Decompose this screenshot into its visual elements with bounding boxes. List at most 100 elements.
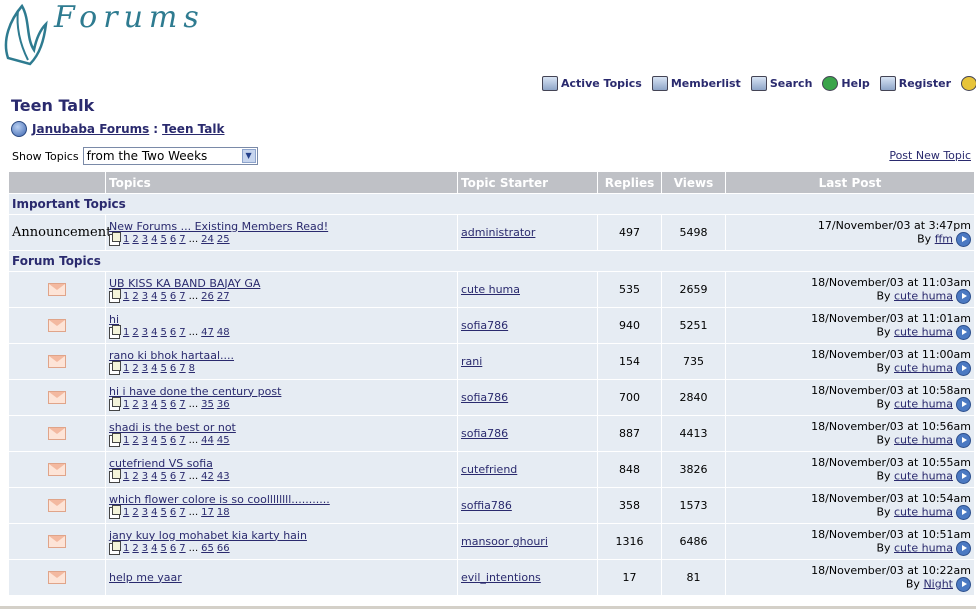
last-post-user-link[interactable]: cute huma xyxy=(894,397,953,410)
page-link[interactable]: 25 xyxy=(216,234,230,245)
page-link[interactable]: 4 xyxy=(151,471,158,482)
nav-item-help[interactable]: Help xyxy=(822,75,870,91)
page-link[interactable]: 7 xyxy=(179,327,186,338)
page-link[interactable]: 3 xyxy=(141,435,149,446)
topic-title-link[interactable]: hi i have done the century post xyxy=(109,384,282,398)
topic-starter-link[interactable]: cutefriend xyxy=(461,463,518,476)
page-link[interactable]: 3 xyxy=(141,399,149,410)
page-link[interactable]: 6 xyxy=(169,471,177,482)
page-link[interactable]: 48 xyxy=(216,327,230,338)
page-link[interactable]: 1 xyxy=(123,234,130,245)
page-link[interactable]: 24 xyxy=(201,234,214,245)
page-link[interactable]: 2 xyxy=(132,543,139,554)
page-link[interactable]: 36 xyxy=(216,399,230,410)
page-link[interactable]: 7 xyxy=(179,234,186,245)
page-link[interactable]: 3 xyxy=(141,327,149,338)
page-link[interactable]: 35 xyxy=(201,399,214,410)
last-post-user-link[interactable]: cute huma xyxy=(894,505,953,518)
go-to-last-post-icon[interactable] xyxy=(956,324,971,340)
page-link[interactable]: 3 xyxy=(141,291,149,302)
page-link[interactable]: 1 xyxy=(123,435,130,446)
page-link[interactable]: 5 xyxy=(160,234,167,245)
topic-starter-link[interactable]: sofia786 xyxy=(461,319,509,332)
topic-starter-link[interactable]: sofia786 xyxy=(461,391,509,404)
topic-title-link[interactable]: cutefriend VS sofia xyxy=(109,456,213,470)
page-link[interactable]: 6 xyxy=(169,399,177,410)
topic-starter-link[interactable]: mansoor ghouri xyxy=(461,535,548,548)
page-link[interactable]: 1 xyxy=(123,471,130,482)
topic-title-link[interactable]: which flower colore is so coollllllll...… xyxy=(109,492,330,506)
page-link[interactable]: 4 xyxy=(151,543,158,554)
nav-item-register[interactable]: Register xyxy=(879,75,951,91)
chevron-down-icon[interactable]: ▼ xyxy=(241,149,256,163)
page-link[interactable]: 5 xyxy=(160,363,167,374)
page-link[interactable]: 18 xyxy=(216,507,230,518)
page-link[interactable]: 3 xyxy=(141,543,149,554)
page-link[interactable]: 45 xyxy=(216,435,230,446)
page-link[interactable]: 4 xyxy=(151,435,158,446)
go-to-last-post-icon[interactable] xyxy=(956,540,971,556)
page-link[interactable]: 17 xyxy=(201,507,214,518)
page-link[interactable]: 47 xyxy=(201,327,214,338)
page-link[interactable]: 5 xyxy=(160,543,167,554)
last-post-user-link[interactable]: Night xyxy=(923,577,953,590)
page-link[interactable]: 3 xyxy=(141,234,149,245)
page-link[interactable]: 4 xyxy=(151,327,158,338)
page-link[interactable]: 2 xyxy=(132,435,139,446)
topic-title-link[interactable]: jany kuy log mohabet kia karty hain xyxy=(109,528,307,542)
page-link[interactable]: 2 xyxy=(132,471,139,482)
page-link[interactable]: 1 xyxy=(123,327,130,338)
page-link[interactable]: 2 xyxy=(132,399,139,410)
page-link[interactable]: 2 xyxy=(132,327,139,338)
page-link[interactable]: 4 xyxy=(151,507,158,518)
go-to-last-post-icon[interactable] xyxy=(956,288,971,304)
page-link[interactable]: 1 xyxy=(123,507,130,518)
page-link[interactable]: 7 xyxy=(179,543,186,554)
go-to-last-post-icon[interactable] xyxy=(956,504,971,520)
last-post-user-link[interactable]: cute huma xyxy=(894,361,953,374)
page-link[interactable]: 6 xyxy=(169,327,177,338)
show-topics-select[interactable]: from the Two Weeks ▼ xyxy=(82,147,258,165)
page-link[interactable]: 26 xyxy=(201,291,214,302)
topic-title-link[interactable]: hi xyxy=(109,312,120,326)
topic-starter-link[interactable]: rani xyxy=(461,355,483,368)
page-link[interactable]: 27 xyxy=(216,291,230,302)
go-to-last-post-icon[interactable] xyxy=(956,231,971,247)
topic-starter-link[interactable]: sofia786 xyxy=(461,427,509,440)
page-link[interactable]: 1 xyxy=(123,363,130,374)
go-to-last-post-icon[interactable] xyxy=(956,576,971,592)
last-post-user-link[interactable]: cute huma xyxy=(894,433,953,446)
page-link[interactable]: 2 xyxy=(132,234,139,245)
page-link[interactable]: 1 xyxy=(123,291,130,302)
topic-title-link[interactable]: help me yaar xyxy=(109,570,182,584)
page-link[interactable]: 42 xyxy=(201,471,214,482)
announcement-title-link[interactable]: New Forums ... Existing Members Read! xyxy=(109,219,329,233)
page-link[interactable]: 7 xyxy=(179,399,186,410)
page-link[interactable]: 43 xyxy=(216,471,230,482)
page-link[interactable]: 2 xyxy=(132,507,139,518)
page-link[interactable]: 5 xyxy=(160,399,167,410)
breadcrumb-current-link[interactable]: Teen Talk xyxy=(162,122,225,136)
page-link[interactable]: 6 xyxy=(169,234,177,245)
go-to-last-post-icon[interactable] xyxy=(956,396,971,412)
nav-item-logi[interactable]: Logi xyxy=(961,75,976,91)
topic-title-link[interactable]: rano ki bhok hartaal.... xyxy=(109,348,235,362)
page-link[interactable]: 5 xyxy=(160,327,167,338)
nav-item-active-topics[interactable]: Active Topics xyxy=(542,75,642,91)
page-link[interactable]: 6 xyxy=(169,363,177,374)
last-post-user-link[interactable]: cute huma xyxy=(894,541,953,554)
topic-title-link[interactable]: shadi is the best or not xyxy=(109,420,236,434)
announcement-last-user-link[interactable]: ffm xyxy=(934,232,953,245)
page-link[interactable]: 7 xyxy=(179,363,186,374)
go-to-last-post-icon[interactable] xyxy=(956,360,971,376)
page-link[interactable]: 4 xyxy=(151,291,158,302)
go-to-last-post-icon[interactable] xyxy=(956,468,971,484)
page-link[interactable]: 1 xyxy=(123,543,130,554)
page-link[interactable]: 7 xyxy=(179,435,186,446)
page-link[interactable]: 7 xyxy=(179,507,186,518)
page-link[interactable]: 5 xyxy=(160,435,167,446)
last-post-user-link[interactable]: cute huma xyxy=(894,325,953,338)
page-link[interactable]: 6 xyxy=(169,291,177,302)
breadcrumb-forum-link[interactable]: Janubaba Forums xyxy=(32,122,150,136)
topic-starter-link[interactable]: soffia786 xyxy=(461,499,512,512)
